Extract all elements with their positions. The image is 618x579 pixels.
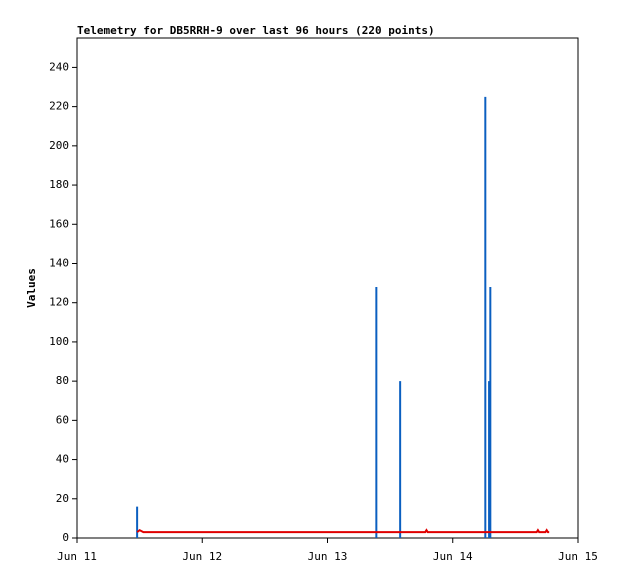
x-tick-label: Jun 12	[182, 550, 222, 563]
y-tick-label: 240	[49, 60, 69, 73]
x-tick-label: Jun 14	[433, 550, 473, 563]
y-tick-label: 120	[49, 296, 69, 309]
y-tick-label: 40	[56, 453, 69, 466]
x-tick-label: Jun 11	[57, 550, 97, 563]
y-axis-label: Values	[25, 268, 38, 308]
y-tick-label: 0	[62, 531, 69, 544]
y-tick-label: 60	[56, 413, 69, 426]
y-tick-label: 140	[49, 256, 69, 269]
y-tick-label: 20	[56, 492, 69, 505]
y-tick-label: 180	[49, 178, 69, 191]
x-tick-label: Jun 13	[308, 550, 348, 563]
chart-title: Telemetry for DB5RRH-9 over last 96 hour…	[77, 24, 435, 37]
x-tick-label: Jun 15	[558, 550, 598, 563]
y-tick-label: 80	[56, 374, 69, 387]
y-tick-label: 160	[49, 217, 69, 230]
series-line	[136, 528, 550, 534]
y-tick-label: 200	[49, 139, 69, 152]
y-tick-label: 100	[49, 335, 69, 348]
y-tick-label: 220	[49, 100, 69, 113]
